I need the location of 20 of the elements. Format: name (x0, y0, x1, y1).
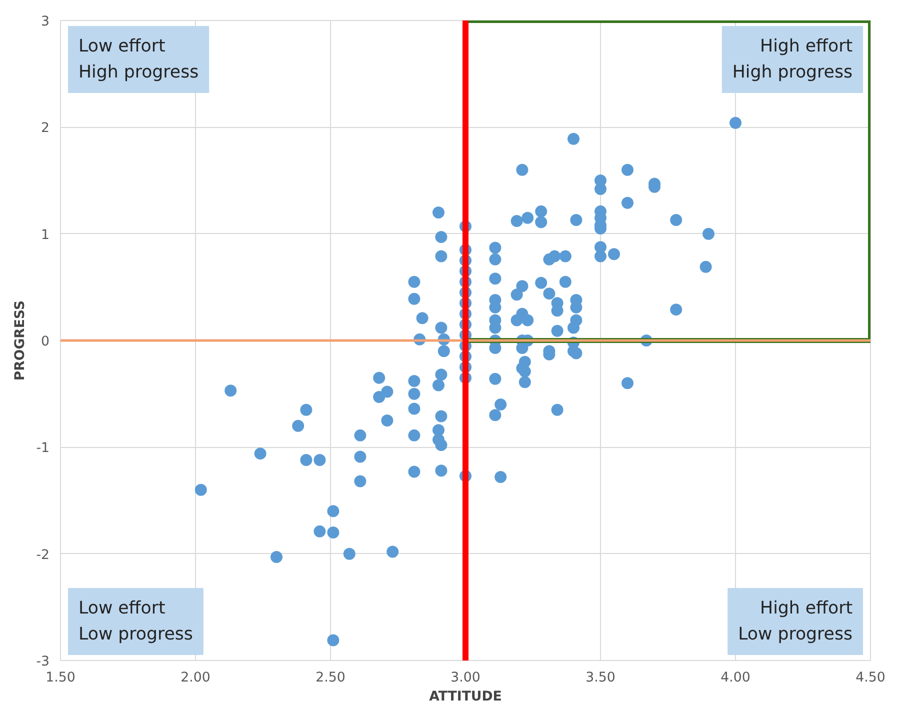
y-tick-label: -2 (36, 548, 50, 563)
annotation: High effort High progress (732, 36, 853, 82)
y-tick-label: 3 (41, 14, 50, 30)
x-tick-label: 4.50 (856, 670, 886, 686)
annotation: High effort Low progress (738, 598, 853, 644)
y-tick-label: 2 (41, 121, 50, 136)
y-tick-label: -1 (36, 441, 50, 456)
x-tick-label: 1.50 (46, 670, 76, 686)
x-tick-label: 3.00 (450, 670, 480, 686)
annotation: Low effort Low progress (78, 598, 193, 644)
y-tick-label: 1 (41, 228, 50, 243)
x-tick-label: 3.50 (586, 670, 616, 686)
y-tick-label: 0 (41, 334, 50, 350)
annotation: Low effort High progress (78, 36, 199, 82)
y-axis-title: PROGRESS (13, 300, 28, 381)
x-tick-label: 2.50 (316, 670, 346, 686)
y-tick-label: -3 (36, 654, 50, 670)
x-axis-title: ATTITUDE (429, 690, 502, 704)
x-tick-label: 4.00 (720, 670, 750, 686)
x-tick-label: 2.00 (180, 670, 210, 686)
